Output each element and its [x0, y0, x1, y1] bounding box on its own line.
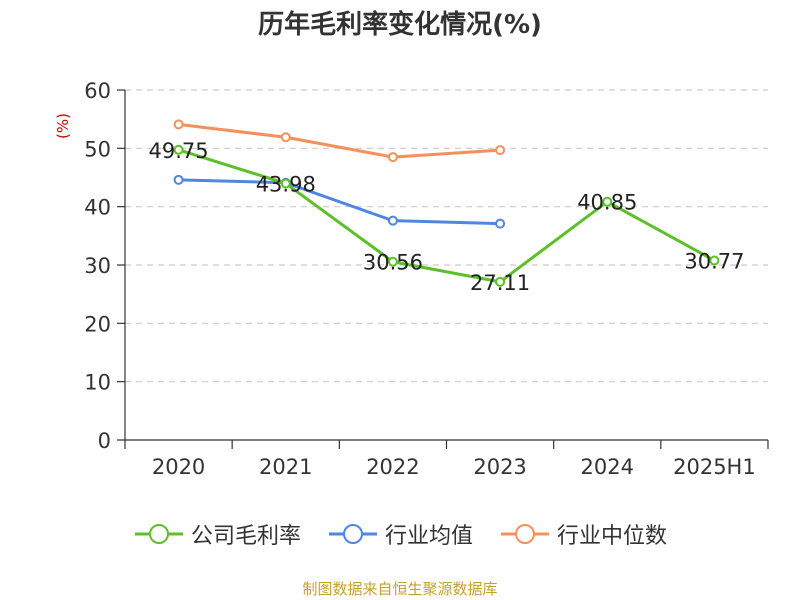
- data-point: [387, 256, 398, 267]
- grid-lines: [125, 89, 768, 383]
- y-axis-label: (%): [54, 113, 72, 139]
- series-line: [178, 122, 501, 159]
- x-tick-label: 2025H1: [673, 455, 756, 479]
- data-point: [280, 132, 291, 143]
- x-tick-label: 2022: [366, 455, 419, 479]
- legend-label: 行业中位数: [557, 524, 668, 549]
- data-labels: 49.75 43.98 30.56 27.11 40.85 30.77: [149, 139, 745, 295]
- legend-label: 公司毛利率: [190, 524, 301, 549]
- legend-item[interactable]: 行业均值: [327, 518, 473, 550]
- y-tick-label: 0: [98, 429, 111, 453]
- x-tick-label: 2021: [259, 455, 312, 479]
- legend-label: 行业均值: [384, 524, 473, 549]
- data-point: [602, 196, 613, 207]
- data-point: [387, 215, 398, 226]
- data-label: 40.85: [577, 191, 637, 215]
- data-point: [495, 145, 506, 156]
- series-line: [178, 178, 501, 226]
- y-tick-label: 20: [84, 312, 111, 336]
- data-point: [495, 276, 506, 287]
- x-tick-label: 2023: [473, 455, 526, 479]
- legend-item[interactable]: 行业中位数: [499, 518, 667, 550]
- data-label: 49.75: [149, 139, 209, 163]
- legend-item[interactable]: 公司毛利率: [133, 518, 301, 550]
- y-tick-label: 50: [84, 137, 111, 161]
- source-footer: 制图数据来自恒生聚源数据库: [302, 580, 498, 598]
- legend: 公司毛利率 行业均值 行业中位数: [0, 518, 800, 550]
- data-point: [173, 174, 184, 185]
- data-point: [173, 119, 184, 130]
- legend-swatch: [134, 524, 183, 544]
- data-label: 30.77: [684, 250, 744, 274]
- data-point: [280, 178, 291, 189]
- y-tick-label: 60: [84, 79, 111, 103]
- x-tick-label: 2024: [581, 455, 634, 479]
- data-point: [495, 218, 506, 229]
- axes: 0 10 20 30 40 50 60 2020 2021 2022 2023 2024 2025H1: [84, 79, 769, 479]
- data-label: 30.56: [363, 251, 423, 275]
- series-line: [178, 148, 716, 284]
- data-point: [173, 144, 184, 155]
- y-tick-label: 40: [84, 196, 111, 220]
- data-label: 27.11: [470, 271, 530, 295]
- data-label: 43.98: [256, 172, 316, 196]
- series-lines: [173, 119, 720, 287]
- legend-swatch: [501, 524, 549, 544]
- data-point: [387, 152, 398, 163]
- chart-title: 历年毛利率变化情况(%): [258, 10, 542, 40]
- legend-swatch: [328, 524, 377, 544]
- x-tick-label: 2020: [152, 455, 205, 479]
- y-tick-label: 30: [84, 254, 111, 278]
- y-tick-label: 10: [84, 371, 111, 395]
- data-point: [709, 255, 720, 266]
